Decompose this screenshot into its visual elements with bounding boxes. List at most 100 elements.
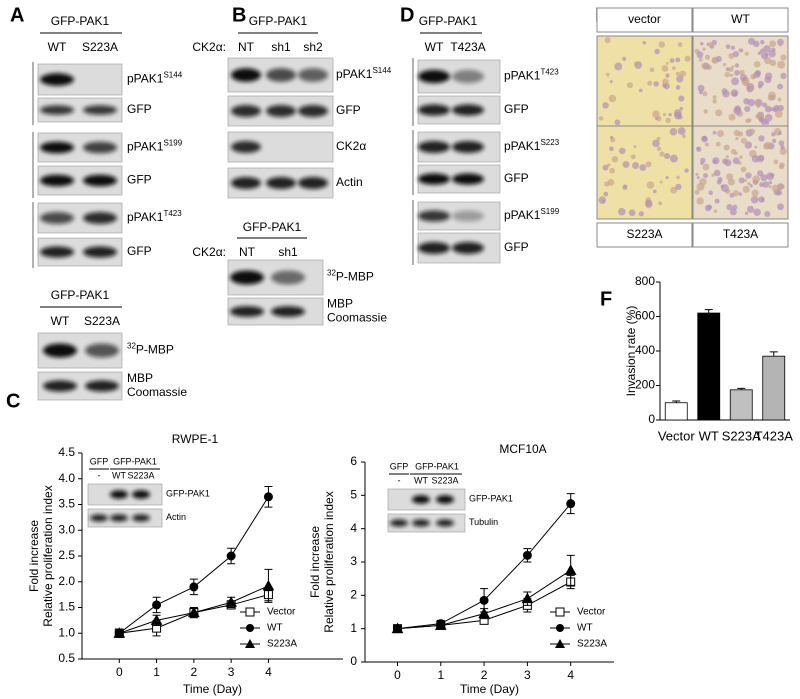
cell	[659, 151, 665, 157]
cell	[760, 39, 765, 45]
superscript: S144	[163, 70, 182, 79]
cell	[722, 158, 729, 165]
superscript: S223	[540, 138, 559, 147]
superscript: 32	[127, 341, 136, 350]
blot-label: pPAK1S199	[504, 207, 560, 223]
legend-marker	[246, 624, 254, 632]
cell	[639, 164, 647, 171]
cell	[626, 82, 633, 89]
label-text: GFP	[336, 103, 361, 117]
blot-label: GFP	[504, 102, 529, 116]
blot-band	[266, 105, 296, 117]
blot-band	[418, 173, 450, 185]
cell	[730, 91, 734, 96]
blot-band	[418, 69, 450, 84]
cell	[711, 173, 715, 177]
marker	[152, 600, 162, 610]
cell	[752, 179, 758, 185]
cell	[598, 116, 604, 121]
blot-header: GFP-PAK1	[419, 14, 478, 28]
blot-band	[83, 105, 117, 115]
cell	[744, 51, 749, 56]
x-tick-label: Vector	[658, 428, 696, 443]
cell	[770, 107, 775, 112]
cell	[697, 84, 705, 92]
x-tick-label: S223A	[722, 428, 761, 443]
x-tick-label: 0	[116, 665, 123, 679]
lane-label: -	[398, 475, 401, 485]
cell	[749, 128, 756, 135]
blot-band	[436, 495, 454, 504]
lane-label: T423A	[450, 40, 485, 54]
blot-band	[83, 174, 117, 187]
blot-label: 32P-MBP	[327, 268, 374, 284]
blot-band	[43, 343, 77, 358]
x-tick-label: 3	[524, 668, 531, 682]
blot-header: GFP-PAK1	[249, 14, 308, 28]
panel-letter: B	[232, 4, 246, 26]
x-axis-label: Time (Day)	[460, 682, 519, 696]
tile-label: vector	[628, 12, 661, 26]
x-tick-label: 1	[437, 668, 444, 682]
y-tick-label: 4.0	[58, 471, 75, 485]
cell	[780, 145, 785, 150]
label-text: P-MBP	[336, 270, 374, 284]
lane-label: S223A	[431, 475, 458, 485]
cell	[665, 73, 670, 78]
cell	[665, 176, 669, 180]
blot-label: CK2α	[336, 139, 366, 153]
cell	[696, 176, 700, 180]
blot-label: GFP	[504, 240, 529, 254]
marker	[564, 564, 577, 575]
label-text: GFP	[127, 244, 152, 258]
cell	[652, 189, 657, 194]
cell	[653, 81, 659, 87]
blot-label: pPAK1T423	[127, 209, 182, 225]
cell	[665, 117, 671, 124]
cell	[652, 110, 660, 118]
cell	[744, 105, 751, 113]
cell	[759, 182, 765, 188]
legend-label: S223A	[267, 639, 297, 650]
cell	[770, 173, 775, 178]
legend-label: Vector	[267, 607, 296, 618]
lane-label: S223A	[82, 40, 118, 54]
cell	[644, 199, 653, 207]
cell	[760, 174, 768, 182]
cell	[703, 109, 708, 114]
cell	[762, 102, 768, 108]
x-tick-label: 4	[265, 665, 272, 679]
panel-letter: C	[6, 390, 20, 412]
cell	[675, 71, 680, 76]
cell	[679, 70, 687, 77]
y-tick-label: 0	[350, 654, 357, 668]
bar	[664, 402, 688, 421]
cell	[716, 129, 725, 138]
x-tick-label: 4	[567, 668, 574, 682]
cell	[762, 181, 770, 188]
cell	[665, 61, 669, 65]
blot-band	[452, 210, 484, 222]
cell	[724, 71, 731, 78]
x-tick-label: 1	[153, 665, 160, 679]
lane-label: GFP	[390, 461, 409, 471]
cell	[780, 72, 787, 80]
cell	[712, 99, 717, 104]
lane-label: sh2	[303, 40, 323, 54]
cell	[764, 141, 772, 150]
superscript: S199	[540, 207, 559, 216]
cell	[777, 60, 786, 69]
x-axis-label: Time (Day)	[183, 682, 242, 696]
blot-band	[231, 177, 261, 189]
y-tick-label: 2.0	[58, 574, 75, 588]
cell	[661, 65, 669, 72]
cell	[602, 102, 609, 109]
x-tick-label: 2	[191, 665, 198, 679]
blot-band	[452, 104, 484, 116]
blot-label: GFP	[127, 102, 152, 116]
blot-band	[40, 246, 74, 258]
bar	[729, 389, 753, 421]
lane-label: NT	[238, 40, 255, 54]
legend-marker	[555, 607, 565, 617]
cell	[617, 207, 626, 216]
